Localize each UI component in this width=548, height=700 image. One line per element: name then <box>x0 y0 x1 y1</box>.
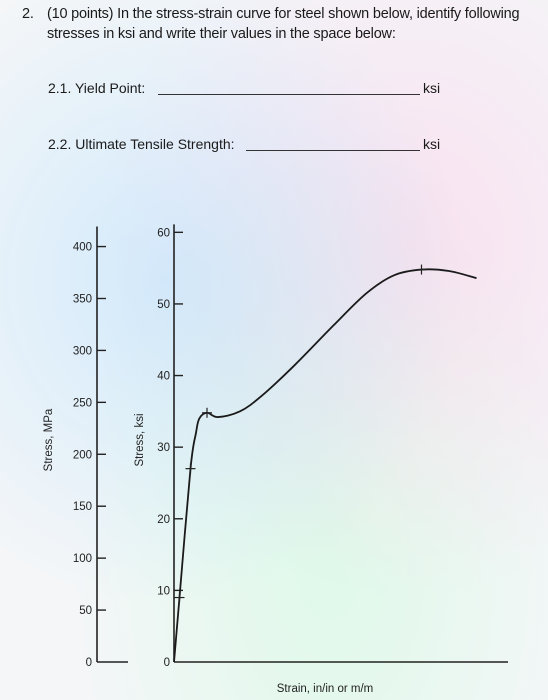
yield-point-label: 2.1. Yield Point: <box>48 80 146 96</box>
mpa-tick-label: 250 <box>73 397 92 409</box>
mpa-tick-label: 350 <box>73 293 92 305</box>
mpa-axis: 0 50 100 150 200 250 300 350 400 <box>73 226 128 669</box>
mpa-tick-label: 150 <box>73 501 92 513</box>
question-number: 2. <box>22 6 34 22</box>
ksi-axis: 0 10 20 30 40 50 60 <box>157 224 183 669</box>
stress-strain-curve <box>173 268 477 663</box>
mpa-tick-label: 200 <box>73 449 92 461</box>
mpa-tick-label: 100 <box>73 553 92 565</box>
ksi-tick-label: 10 <box>157 585 170 597</box>
ultimate-strength-label: 2.2. Ultimate Tensile Strength: <box>48 136 235 152</box>
ksi-tick-label: 60 <box>157 227 170 239</box>
mpa-tick-label: 400 <box>73 242 92 254</box>
curve-markers <box>174 264 427 603</box>
yield-point-unit: ksi <box>423 80 441 96</box>
y-axis-label-ksi: Stress, ksi <box>134 413 146 466</box>
ultimate-strength-answer-line[interactable] <box>246 150 420 151</box>
ksi-tick-label: 30 <box>157 442 170 454</box>
y-axis-label-mpa: Stress, MPa <box>43 408 55 471</box>
ksi-tick-label: 50 <box>157 299 170 311</box>
ultimate-strength-unit: ksi <box>423 136 441 152</box>
question-text-line-1: (10 points) In the stress-strain curve f… <box>47 6 520 22</box>
question-text-line-2: stresses in ksi and write their values i… <box>47 26 396 42</box>
ksi-tick-label: 0 <box>164 657 170 669</box>
mpa-tick-label: 50 <box>79 605 92 617</box>
x-axis-label: Strain, in/in or m/m <box>277 683 374 695</box>
ksi-tick-label: 40 <box>157 371 170 383</box>
mpa-tick-label: 300 <box>73 345 92 357</box>
ksi-tick-label: 20 <box>157 514 170 526</box>
mpa-tick-label: 0 <box>86 657 92 669</box>
yield-point-answer-line[interactable] <box>158 94 420 95</box>
